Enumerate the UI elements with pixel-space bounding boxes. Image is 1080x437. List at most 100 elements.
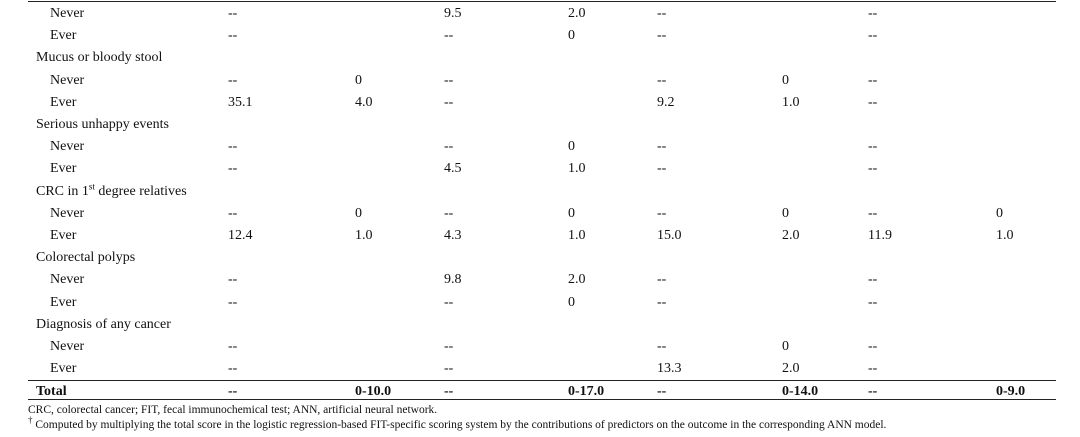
row-label: Ever: [50, 92, 76, 114]
table-cell: 15.0: [657, 228, 682, 243]
section-label: CRC in 1st degree relatives: [36, 181, 187, 203]
table-section-row: CRC in 1st degree relatives: [0, 181, 1080, 203]
table-cell: 11.9: [868, 228, 892, 243]
table-cell: --: [868, 205, 878, 221]
table-cell: 9.5: [444, 6, 462, 21]
table-cell: --: [868, 161, 878, 177]
table-cell: 0: [355, 72, 362, 88]
label-text: Never: [50, 339, 85, 354]
table-cell: --: [868, 28, 878, 44]
table-cell: --: [228, 361, 238, 377]
table-cell: 0: [355, 205, 362, 221]
total-cell: --: [444, 384, 454, 399]
table-section-row: Diagnosis of any cancer: [0, 314, 1080, 336]
section-label: Mucus or bloody stool: [36, 47, 162, 69]
table-cell: 0: [782, 339, 789, 354]
table-top-rule: [28, 1, 1056, 2]
table-cell: --: [657, 161, 667, 177]
total-label: Total: [36, 384, 67, 399]
label-text: Never: [50, 6, 85, 21]
table-cell: 1.0: [355, 228, 373, 243]
total-cell: --: [228, 384, 238, 399]
table-row: Ever -- -- 0 -- --: [0, 25, 1080, 47]
table-cell: --: [228, 161, 238, 177]
row-label: Never: [50, 269, 84, 291]
table-cell: --: [444, 205, 454, 221]
row-label: Never: [50, 70, 84, 92]
row-label: Ever: [50, 225, 76, 247]
table-cell: --: [657, 339, 667, 354]
label-text: Colorectal polyps: [36, 250, 136, 266]
footnote-dagger: † Computed by multiplying the total scor…: [28, 416, 887, 432]
section-label: Diagnosis of any cancer: [36, 314, 171, 336]
table-cell: --: [228, 294, 238, 310]
table-cell: --: [868, 72, 878, 88]
table-cell: --: [228, 6, 238, 21]
total-cell: --: [868, 384, 878, 399]
table-row: Never -- 0 -- 0 -- 0 -- 0: [0, 203, 1080, 225]
table-cell: --: [868, 361, 878, 377]
table-cell: --: [444, 139, 454, 155]
row-label: Ever: [50, 292, 76, 314]
table-row: Never -- -- 0 -- --: [0, 136, 1080, 158]
section-label: Colorectal polyps: [36, 247, 135, 269]
label-superscript: st: [88, 180, 95, 191]
table-cell: 0: [782, 205, 789, 221]
table-cell: --: [228, 205, 238, 221]
table-cell: 1.0: [782, 94, 800, 110]
table-cell: 0: [782, 72, 789, 88]
table-cell: 12.4: [228, 228, 253, 243]
label-text: Never: [50, 205, 85, 221]
label-text: Mucus or bloody stool: [36, 50, 163, 66]
table-row: Never -- 0 -- -- 0 --: [0, 70, 1080, 92]
footnote-dagger-text: Computed by multiplying the total score …: [32, 419, 887, 431]
table-cell: 9.2: [657, 94, 675, 110]
table-cell: 2.0: [568, 6, 586, 21]
table-cell: --: [657, 205, 667, 221]
table-cell: --: [444, 72, 454, 88]
table-cell: --: [868, 94, 878, 110]
row-label: Never: [50, 3, 84, 25]
table-cell: --: [444, 294, 454, 310]
row-label: Never: [50, 336, 84, 358]
section-label: Serious unhappy events: [36, 114, 169, 136]
table-cell: --: [228, 139, 238, 155]
row-label: Ever: [50, 25, 76, 47]
table-cell: --: [657, 6, 667, 21]
table-cell: --: [868, 6, 878, 21]
table-cell: 1.0: [996, 228, 1014, 243]
label-text: Never: [50, 139, 85, 155]
label-text-after: degree relatives: [94, 183, 187, 199]
table-cell: 0: [568, 139, 575, 155]
table-cell: --: [657, 72, 667, 88]
table-cell: --: [444, 361, 454, 377]
table-section-row: Mucus or bloody stool: [0, 47, 1080, 69]
table-cell: --: [657, 28, 667, 44]
row-label: Never: [50, 203, 84, 225]
table-total-rule: [28, 380, 1056, 381]
table-cell: --: [657, 139, 667, 155]
table-row: Ever 35.1 4.0 -- 9.2 1.0 --: [0, 92, 1080, 114]
total-cell: 0-17.0: [568, 384, 605, 399]
total-cell: 0-9.0: [996, 384, 1026, 399]
label-text: Ever: [50, 28, 77, 44]
table-cell: 0: [568, 294, 575, 310]
table-cell: 9.8: [444, 272, 462, 288]
total-cell: --: [657, 384, 667, 399]
table-row: Never -- -- -- 0 --: [0, 336, 1080, 358]
table-cell: 1.0: [568, 228, 586, 243]
row-label: Ever: [50, 158, 76, 180]
total-cell: 0-14.0: [782, 384, 819, 399]
table-cell: 1.0: [568, 161, 586, 177]
label-text: Ever: [50, 94, 77, 110]
table-section-row: Colorectal polyps: [0, 247, 1080, 269]
table-cell: --: [868, 139, 878, 155]
total-row: Total -- 0-10.0 -- 0-17.0 -- 0-14.0 -- 0…: [0, 381, 1080, 403]
row-label: Never: [50, 136, 84, 158]
table-cell: 35.1: [228, 94, 253, 110]
table-cell: --: [228, 272, 238, 288]
label-text: Ever: [50, 361, 77, 377]
table-cell: --: [868, 294, 878, 310]
table-cell: 0: [996, 205, 1003, 221]
